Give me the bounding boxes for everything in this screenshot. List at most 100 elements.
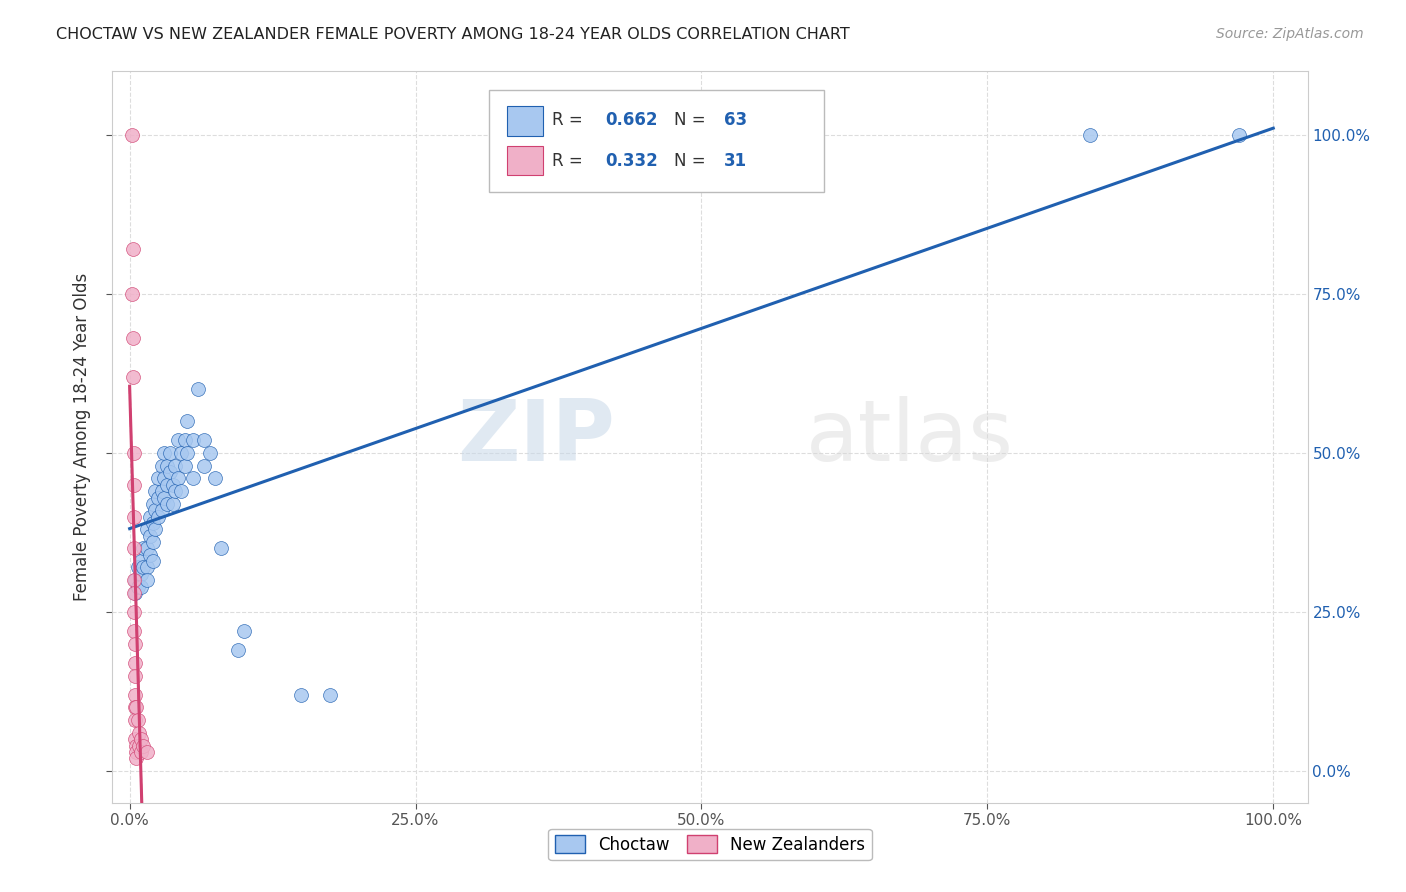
- Point: [209, 541, 232, 556]
- Point: [156, 477, 179, 491]
- Text: atlas: atlas: [806, 395, 1014, 479]
- Point: [181, 471, 204, 485]
- Legend: Choctaw, New Zealanders: Choctaw, New Zealanders: [548, 829, 872, 860]
- FancyBboxPatch shape: [508, 146, 543, 175]
- Point: [125, 751, 148, 765]
- Point: [122, 243, 145, 257]
- Point: [153, 491, 176, 505]
- Text: 31: 31: [724, 152, 748, 169]
- FancyBboxPatch shape: [489, 90, 824, 192]
- Point: [170, 446, 193, 460]
- Point: [129, 732, 152, 747]
- Point: [166, 471, 188, 485]
- Text: 0.332: 0.332: [605, 152, 658, 169]
- Point: [135, 541, 157, 556]
- Point: [156, 458, 179, 473]
- Point: [150, 503, 173, 517]
- Point: [128, 726, 150, 740]
- Point: [173, 458, 195, 473]
- Point: [125, 700, 148, 714]
- Text: Source: ZipAtlas.com: Source: ZipAtlas.com: [1216, 27, 1364, 41]
- Point: [124, 732, 146, 747]
- Text: N =: N =: [675, 152, 711, 169]
- Point: [124, 700, 146, 714]
- Point: [233, 624, 256, 638]
- Point: [132, 541, 155, 556]
- Point: [141, 497, 163, 511]
- Point: [122, 586, 145, 600]
- Point: [165, 484, 187, 499]
- Point: [129, 554, 152, 568]
- Point: [159, 446, 181, 460]
- Point: [124, 713, 146, 727]
- Point: [122, 624, 145, 638]
- Point: [127, 560, 149, 574]
- Point: [1078, 128, 1101, 142]
- FancyBboxPatch shape: [508, 106, 543, 136]
- Point: [129, 745, 152, 759]
- Point: [124, 586, 146, 600]
- Point: [128, 739, 150, 753]
- Point: [181, 434, 204, 448]
- Point: [141, 535, 163, 549]
- Point: [165, 458, 187, 473]
- Point: [143, 522, 166, 536]
- Point: [135, 573, 157, 587]
- Point: [122, 477, 145, 491]
- Point: [173, 434, 195, 448]
- Point: [122, 573, 145, 587]
- Point: [226, 643, 249, 657]
- Text: R =: R =: [553, 112, 588, 129]
- Point: [159, 465, 181, 479]
- Point: [132, 560, 155, 574]
- Point: [127, 580, 149, 594]
- Point: [193, 458, 215, 473]
- Point: [124, 637, 146, 651]
- Point: [176, 446, 198, 460]
- Point: [170, 484, 193, 499]
- Point: [122, 331, 145, 345]
- Point: [153, 446, 176, 460]
- Point: [124, 688, 146, 702]
- Point: [125, 745, 148, 759]
- Text: N =: N =: [675, 112, 711, 129]
- Point: [187, 383, 209, 397]
- Point: [198, 446, 221, 460]
- Point: [129, 566, 152, 581]
- Point: [122, 605, 145, 619]
- Point: [1227, 128, 1250, 142]
- Point: [122, 446, 145, 460]
- Text: ZIP: ZIP: [457, 395, 614, 479]
- Point: [193, 434, 215, 448]
- Point: [148, 509, 170, 524]
- Point: [148, 491, 170, 505]
- Text: R =: R =: [553, 152, 588, 169]
- Point: [143, 503, 166, 517]
- Point: [141, 554, 163, 568]
- Point: [135, 522, 157, 536]
- Point: [122, 509, 145, 524]
- Point: [166, 434, 188, 448]
- Point: [135, 560, 157, 574]
- Point: [127, 713, 149, 727]
- Text: CHOCTAW VS NEW ZEALANDER FEMALE POVERTY AMONG 18-24 YEAR OLDS CORRELATION CHART: CHOCTAW VS NEW ZEALANDER FEMALE POVERTY …: [56, 27, 851, 42]
- Point: [124, 656, 146, 670]
- Point: [139, 529, 162, 543]
- Point: [156, 497, 179, 511]
- Point: [162, 497, 184, 511]
- Point: [124, 573, 146, 587]
- Text: 0.662: 0.662: [605, 112, 658, 129]
- Point: [124, 668, 146, 682]
- Point: [132, 739, 155, 753]
- Point: [139, 548, 162, 562]
- Point: [290, 688, 312, 702]
- Point: [148, 471, 170, 485]
- Point: [319, 688, 342, 702]
- Text: 63: 63: [724, 112, 748, 129]
- Point: [121, 128, 143, 142]
- Point: [141, 516, 163, 530]
- Point: [176, 414, 198, 428]
- Point: [122, 541, 145, 556]
- Point: [162, 477, 184, 491]
- Y-axis label: Female Poverty Among 18-24 Year Olds: Female Poverty Among 18-24 Year Olds: [73, 273, 91, 601]
